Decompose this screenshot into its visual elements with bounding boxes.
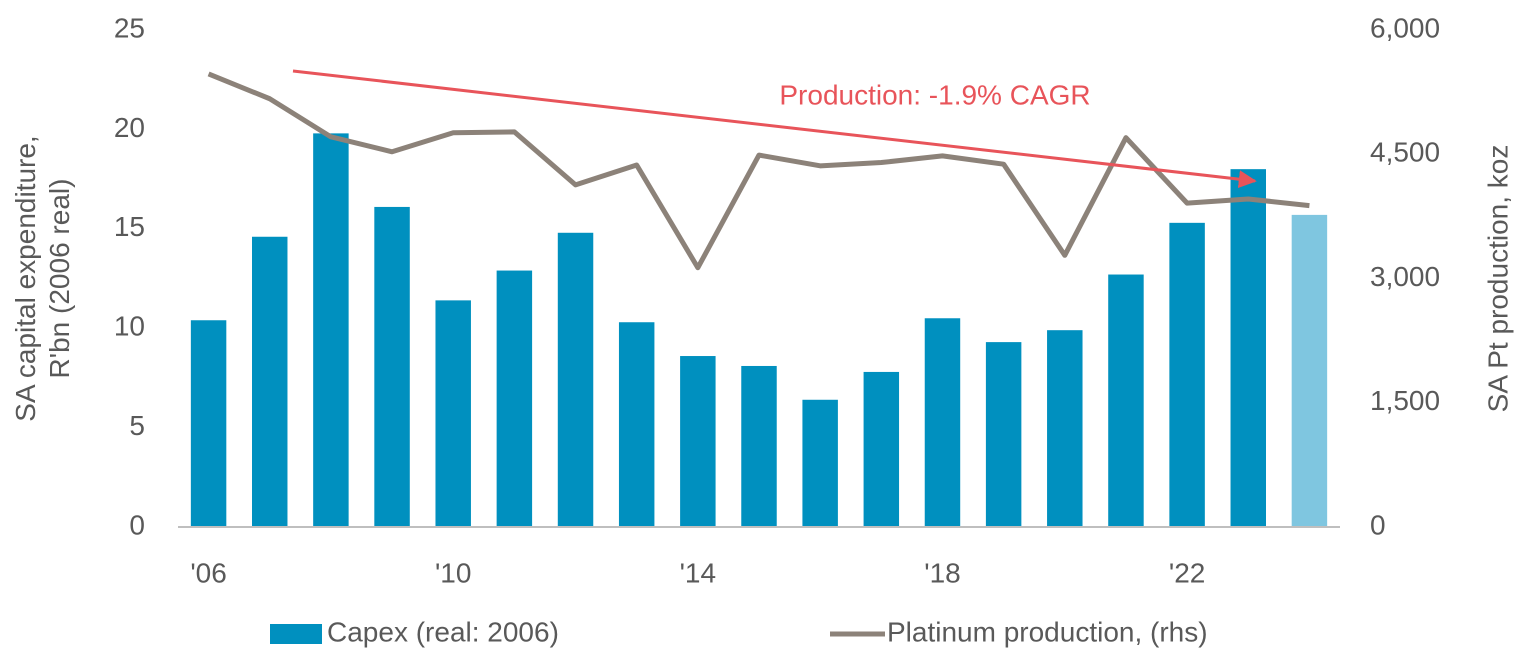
- bar: [802, 399, 838, 527]
- y-tick-label: 5: [129, 410, 145, 441]
- bar: [1230, 169, 1266, 527]
- y2-tick-label: 1,500: [1370, 385, 1440, 416]
- y-axis-label-line: SA capital expenditure,: [10, 135, 41, 421]
- bar: [680, 356, 716, 527]
- bar: [313, 133, 349, 527]
- x-tick-label: '10: [435, 557, 472, 588]
- trend-arrow: [292, 69, 1257, 189]
- bar: [1047, 330, 1083, 527]
- bar: [1108, 274, 1144, 527]
- y-axis-label: SA capital expenditure, R'bn (2006 real): [10, 135, 75, 421]
- bar: [374, 206, 410, 527]
- legend-swatch: [270, 624, 322, 644]
- annotation: Production: -1.9% CAGR: [779, 79, 1090, 110]
- y2-tick-label: 6,000: [1370, 12, 1440, 43]
- bar: [863, 371, 900, 527]
- x-tick-label: '14: [680, 557, 717, 588]
- bar: [741, 365, 777, 527]
- y2-tick-label: 3,000: [1370, 261, 1440, 292]
- bar: [252, 236, 288, 527]
- y2-axis-label: SA Pt production, koz: [1482, 145, 1513, 413]
- legend-label: Platinum production, (rhs): [887, 616, 1208, 647]
- y2-tick-label: 4,500: [1370, 137, 1440, 168]
- y-tick-label: 10: [114, 311, 145, 342]
- x-tick-label: '18: [924, 557, 961, 588]
- y-tick-label: 20: [114, 112, 145, 143]
- line-series: [207, 71, 1310, 271]
- bar: [985, 342, 1022, 527]
- x-tick-label: '22: [1169, 557, 1206, 588]
- bar: [435, 300, 471, 527]
- y-tick-label: 15: [114, 211, 145, 242]
- x-tick-label: '06: [190, 557, 227, 588]
- bar: [496, 270, 533, 527]
- bar: [190, 320, 227, 527]
- y-tick-label: 25: [114, 12, 145, 43]
- bar: [924, 318, 961, 527]
- legend-label: Capex (real: 2006): [327, 616, 559, 647]
- bar: [1291, 214, 1328, 527]
- y-tick-label: 0: [129, 509, 145, 540]
- bar: [618, 322, 655, 527]
- y-axis-label-line: R'bn (2006 real): [44, 179, 75, 379]
- bar: [1169, 222, 1205, 527]
- bar: [557, 232, 594, 527]
- y2-tick-label: 0: [1370, 509, 1386, 540]
